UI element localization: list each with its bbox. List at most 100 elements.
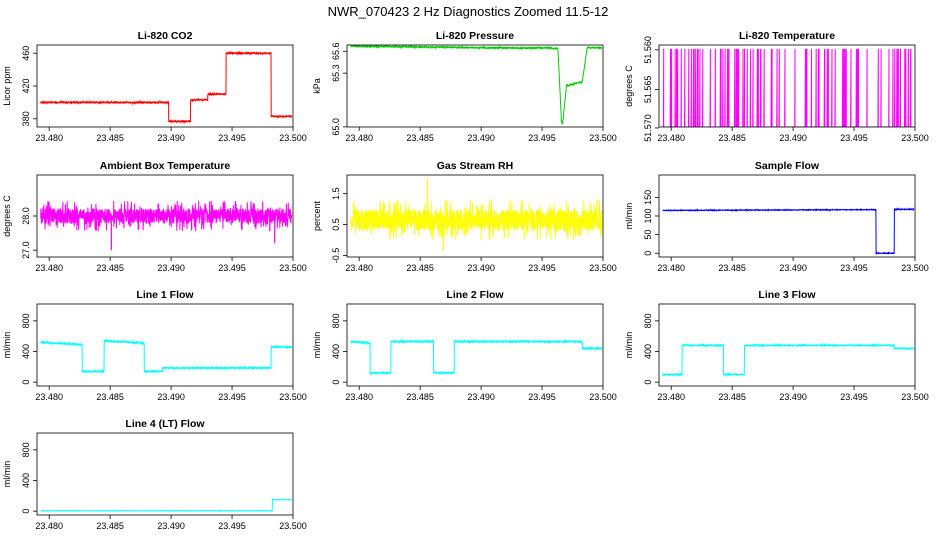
series-group bbox=[350, 45, 603, 126]
y-tick-label: 51.560 bbox=[643, 36, 653, 64]
x-tick-label: 23.495 bbox=[840, 133, 868, 143]
x-tick-label: 23.490 bbox=[467, 263, 495, 273]
plot-frame bbox=[36, 44, 294, 128]
panel-title: Line 4 (LT) Flow bbox=[125, 418, 205, 430]
panel-title: Gas Stream RH bbox=[437, 160, 513, 172]
x-tick-label: 23.480 bbox=[345, 133, 373, 143]
series-line bbox=[40, 338, 293, 374]
plot-frame bbox=[658, 174, 916, 258]
chart-panel: Line 1 Flow ml/min 23.480 23.485 23.490 23.49… bbox=[2, 289, 307, 402]
chart-panel: Line 3 Flow ml/min 23.480 23.485 23.490 23.49… bbox=[624, 289, 929, 402]
x-tick-label: 23.490 bbox=[779, 133, 807, 143]
chart-panel: Li-820 Pressure kPa 23.480 23.485 23.490 23.4… bbox=[312, 30, 617, 143]
chart-panel: Ambient Box Temperature degrees C 23.480 23… bbox=[2, 160, 307, 273]
plot-frame bbox=[658, 44, 916, 128]
x-tick-label: 23.495 bbox=[218, 392, 246, 402]
x-tick-label: 23.480 bbox=[35, 392, 63, 402]
x-tick-label: 23.485 bbox=[406, 263, 434, 273]
y-tick-label: 50 bbox=[643, 230, 653, 240]
y-tick-label: 800 bbox=[643, 313, 653, 328]
y-tick-label: 51.565 bbox=[643, 76, 653, 104]
x-tick-label: 23.490 bbox=[157, 521, 185, 531]
chart-panel: Sample Flow ml/min 23.480 23.485 23.490 23.49… bbox=[624, 160, 929, 273]
series-line bbox=[40, 50, 293, 124]
plot-frame bbox=[346, 303, 604, 387]
x-tick-label: 23.500 bbox=[589, 392, 617, 402]
x-tick-label: 23.490 bbox=[157, 133, 185, 143]
y-tick-label: 800 bbox=[331, 313, 341, 328]
series-group bbox=[350, 178, 603, 251]
plot-frame bbox=[36, 303, 294, 387]
y-tick-label: 400 bbox=[21, 473, 31, 488]
x-tick-label: 23.500 bbox=[279, 263, 307, 273]
plot-frame bbox=[658, 303, 916, 387]
y-tick-label: 420 bbox=[21, 78, 31, 93]
series-line bbox=[662, 342, 915, 378]
series-group bbox=[40, 50, 293, 124]
x-tick-label: 23.495 bbox=[218, 133, 246, 143]
y-tick-label: 380 bbox=[21, 111, 31, 126]
panel-title: Line 1 Flow bbox=[136, 289, 194, 301]
x-tick-label: 23.495 bbox=[218, 263, 246, 273]
series-group bbox=[40, 200, 293, 251]
x-tick-label: 23.500 bbox=[901, 392, 929, 402]
x-tick-label: 23.480 bbox=[35, 133, 63, 143]
x-tick-label: 23.500 bbox=[279, 392, 307, 402]
y-tick-label: 0 bbox=[21, 380, 31, 385]
x-tick-label: 23.495 bbox=[528, 263, 556, 273]
y-axis-label: ml/min bbox=[624, 332, 634, 359]
x-tick-label: 23.495 bbox=[528, 392, 556, 402]
y-axis-label: ml/min bbox=[2, 461, 12, 488]
x-tick-label: 23.485 bbox=[718, 263, 746, 273]
x-tick-label: 23.490 bbox=[157, 263, 185, 273]
y-axis-label: ml/min bbox=[2, 332, 12, 359]
x-tick-label: 23.480 bbox=[657, 263, 685, 273]
x-tick-label: 23.490 bbox=[779, 392, 807, 402]
x-tick-label: 23.485 bbox=[96, 263, 124, 273]
x-tick-label: 23.500 bbox=[901, 133, 929, 143]
y-tick-label: 1.5 bbox=[331, 187, 341, 200]
series-group bbox=[40, 498, 292, 513]
panel-title: Ambient Box Temperature bbox=[100, 160, 231, 172]
y-tick-label: 0 bbox=[331, 380, 341, 385]
x-tick-label: 23.480 bbox=[35, 521, 63, 531]
y-tick-label: 0 bbox=[21, 509, 31, 514]
x-tick-label: 23.480 bbox=[657, 392, 685, 402]
x-tick-label: 23.500 bbox=[901, 263, 929, 273]
y-tick-label: 100 bbox=[643, 208, 653, 223]
panel-title: Li-820 Temperature bbox=[739, 30, 835, 42]
series-group bbox=[662, 207, 915, 255]
panel-title: Line 3 Flow bbox=[758, 289, 816, 301]
series-line bbox=[662, 48, 914, 127]
plot-frame bbox=[346, 174, 604, 258]
x-tick-label: 23.480 bbox=[345, 392, 373, 402]
chart-panel: Line 4 (LT) Flow ml/min 23.480 23.485 23.490… bbox=[2, 418, 307, 531]
series-line bbox=[662, 207, 915, 255]
y-axis-label: percent bbox=[312, 200, 322, 231]
y-axis-label: degrees C bbox=[2, 195, 12, 237]
x-tick-label: 23.485 bbox=[96, 133, 124, 143]
y-tick-label: 0 bbox=[643, 251, 653, 256]
y-tick-label: -0.5 bbox=[331, 248, 341, 264]
y-tick-label: 28.0 bbox=[21, 207, 31, 225]
series-group bbox=[350, 338, 603, 376]
x-tick-label: 23.480 bbox=[657, 133, 685, 143]
panel-title: Sample Flow bbox=[755, 160, 820, 172]
x-tick-label: 23.495 bbox=[528, 133, 556, 143]
y-tick-label: 150 bbox=[643, 190, 653, 205]
x-tick-label: 23.495 bbox=[840, 392, 868, 402]
series-group bbox=[40, 338, 293, 374]
y-tick-label: 65.6 bbox=[331, 42, 341, 60]
x-tick-label: 23.490 bbox=[779, 263, 807, 273]
y-tick-label: 400 bbox=[21, 344, 31, 359]
x-tick-label: 23.500 bbox=[589, 263, 617, 273]
y-axis-label: kPa bbox=[312, 78, 322, 94]
figure-title: NWR_070423 2 Hz Diagnostics Zoomed 11.5-… bbox=[328, 4, 609, 19]
y-tick-label: 65.3 bbox=[331, 64, 341, 82]
series-line bbox=[350, 338, 603, 376]
y-tick-label: 0.5 bbox=[331, 218, 341, 231]
x-tick-label: 23.500 bbox=[589, 133, 617, 143]
x-tick-label: 23.495 bbox=[840, 263, 868, 273]
x-tick-label: 23.500 bbox=[279, 133, 307, 143]
